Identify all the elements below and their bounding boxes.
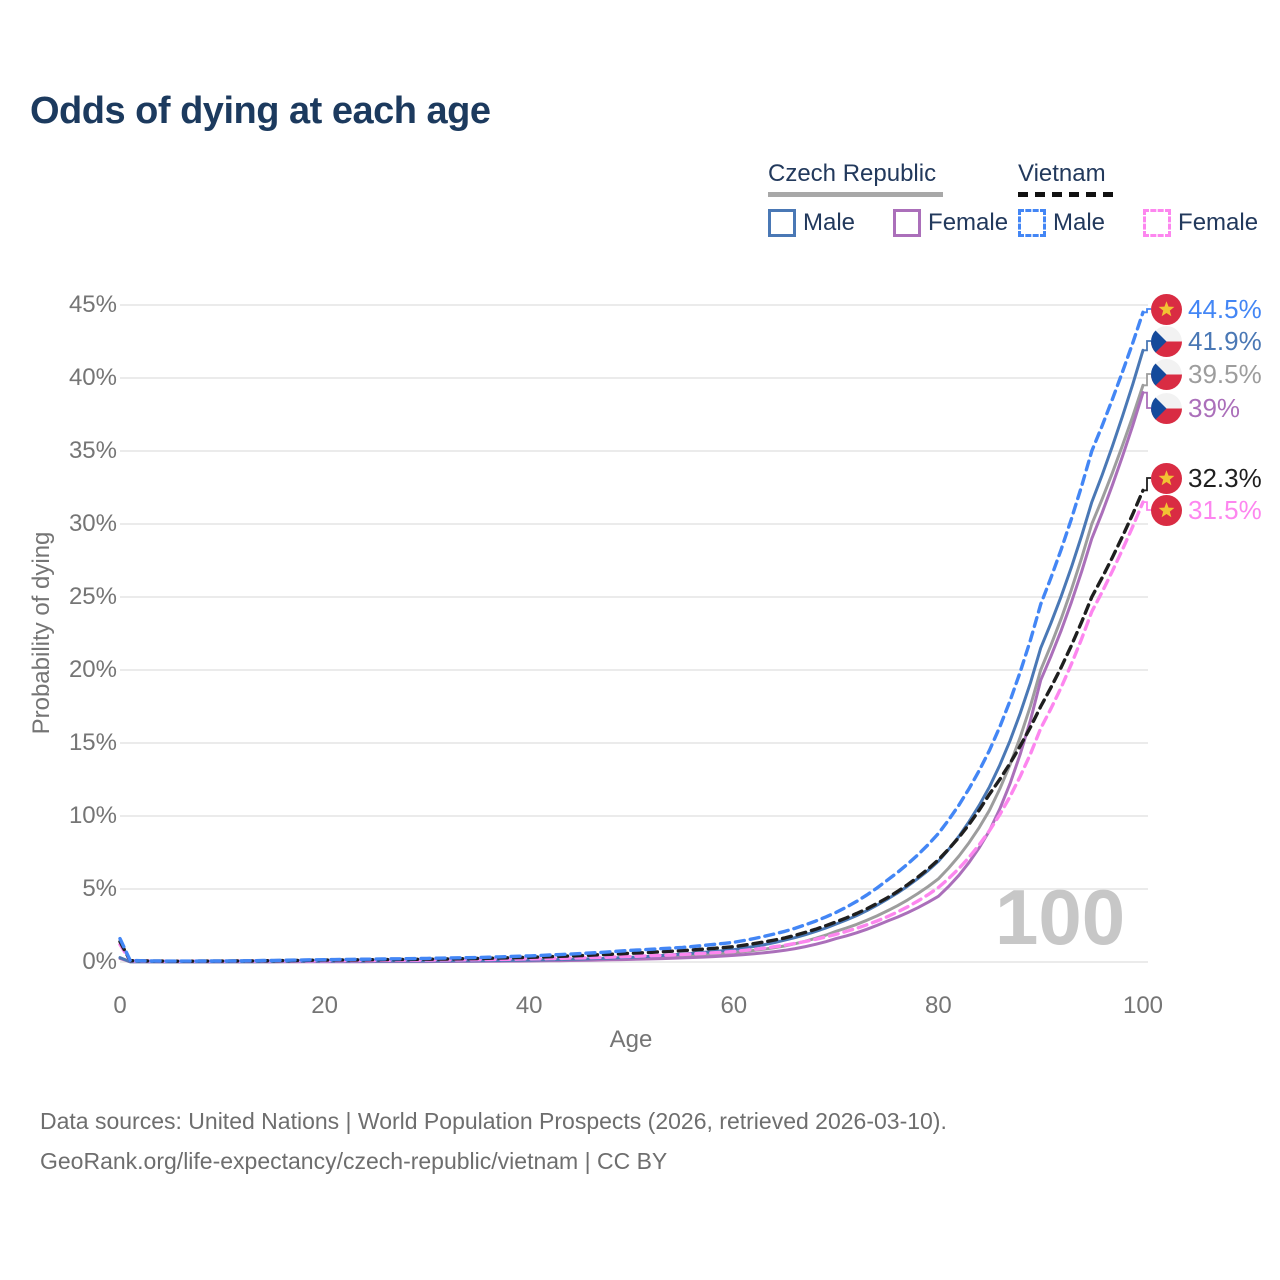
y-tick-label: 35%	[68, 437, 117, 464]
legend-header-czech-republic: Czech Republic	[768, 160, 937, 187]
czech-male-swatch-icon	[768, 209, 796, 237]
czech-female-swatch-icon	[893, 209, 922, 237]
series-line-czech-republic-both	[118, 383, 1145, 964]
vietnam-female-swatch-icon	[1143, 209, 1172, 237]
y-tick-label: 0%	[82, 948, 117, 975]
end-label-czech-republic-female: 39%	[1151, 392, 1240, 424]
vietnam-flag-icon	[1151, 462, 1182, 494]
end-label-vietnam-female: 31.5%	[1151, 494, 1262, 526]
y-tick-label: 25%	[68, 583, 117, 610]
legend-item-vietnam-female[interactable]: Female	[1143, 209, 1258, 237]
legend-item-vietnam-male[interactable]: Male	[1018, 209, 1105, 237]
end-label-value: 31.5%	[1188, 494, 1262, 525]
y-tick-label: 30%	[68, 510, 117, 537]
legend-solid-line-sample	[768, 192, 943, 197]
legend-group-czech-republic: Czech Republic Male Female	[768, 160, 1008, 237]
label-leader-line	[1143, 373, 1151, 387]
label-leader-line	[1143, 391, 1151, 409]
label-leader-line	[1143, 308, 1151, 314]
czech-republic-flag-icon	[1151, 392, 1182, 424]
x-tick-label: 60	[720, 992, 748, 1019]
vietnam-male-swatch-icon	[1018, 209, 1046, 237]
vietnam-flag-icon	[1151, 494, 1182, 526]
czech-republic-flag-icon	[1151, 358, 1182, 390]
y-tick-label: 5%	[82, 875, 117, 902]
legend-group-vietnam: Vietnam Male Female	[1018, 160, 1258, 237]
age-counter-watermark: 100	[995, 873, 1126, 961]
legend-item-czech-male[interactable]: Male	[768, 209, 855, 237]
label-leader-line	[1143, 340, 1151, 352]
y-axis-title: Probability of dying	[28, 531, 55, 735]
end-label-czech-republic-both: 39.5%	[1151, 358, 1262, 390]
end-label-value: 39%	[1188, 392, 1241, 423]
legend-item-label: Male	[1053, 209, 1106, 236]
series-line-vietnam-both	[118, 488, 1145, 963]
legend-item-label: Female	[928, 209, 1009, 236]
data-sources-text: Data sources: United Nations | World Pop…	[40, 1108, 947, 1134]
y-tick-label: 20%	[68, 656, 117, 683]
x-tick-label: 80	[925, 992, 952, 1019]
czech-republic-flag-icon	[1151, 325, 1182, 357]
x-tick-label: 100	[1122, 992, 1164, 1019]
legend-item-label: Female	[1178, 209, 1259, 236]
series-line-vietnam-female	[118, 500, 1145, 963]
label-leader-line	[1143, 501, 1151, 511]
legend-item-czech-female[interactable]: Female	[893, 209, 1008, 237]
x-tick-label: 40	[515, 992, 543, 1019]
end-label-value: 44.5%	[1188, 293, 1262, 324]
y-tick-label: 10%	[68, 802, 117, 829]
legend-dashed-line-sample	[1018, 192, 1118, 197]
vietnam-flag-icon	[1151, 293, 1182, 325]
end-label-value: 32.3%	[1188, 462, 1262, 493]
y-tick-label: 45%	[68, 291, 117, 318]
y-tick-label: 40%	[68, 364, 117, 391]
series-line-czech-republic-male	[118, 348, 1145, 964]
legend-header-vietnam: Vietnam	[1018, 160, 1106, 187]
legend-item-label: Male	[803, 209, 856, 236]
x-tick-label: 0	[113, 992, 127, 1019]
end-label-czech-republic-male: 41.9%	[1151, 325, 1262, 357]
label-leader-line	[1143, 477, 1151, 492]
attribution-link-text: GeoRank.org/life-expectancy/czech-republ…	[40, 1148, 668, 1174]
series-line-czech-republic-female	[118, 391, 1145, 964]
series-line-vietnam-male	[118, 310, 1145, 963]
end-label-vietnam-both: 32.3%	[1151, 462, 1262, 494]
end-label-vietnam-male: 44.5%	[1151, 293, 1262, 325]
end-label-value: 41.9%	[1188, 325, 1262, 356]
x-axis-title: Age	[609, 1026, 653, 1053]
x-tick-label: 20	[311, 992, 338, 1019]
end-label-value: 39.5%	[1188, 358, 1262, 389]
y-tick-label: 15%	[68, 729, 117, 756]
page-title: Odds of dying at each age	[30, 90, 491, 132]
